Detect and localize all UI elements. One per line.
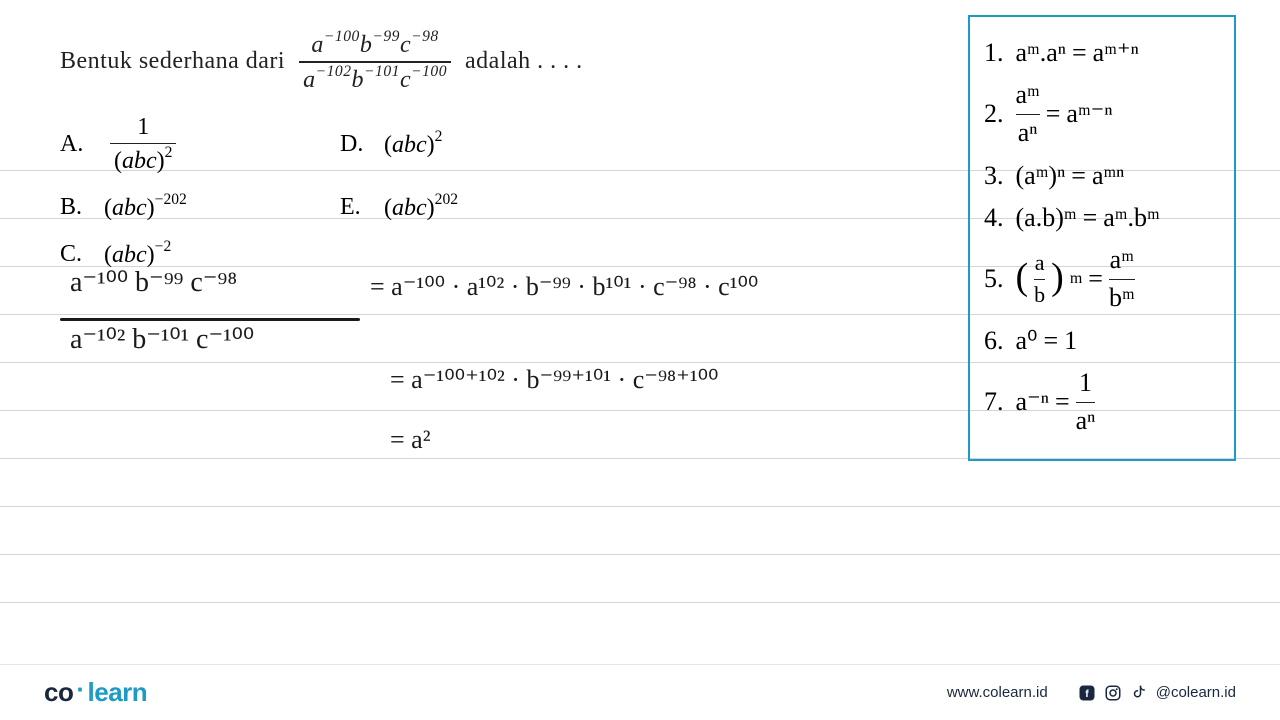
fraction-numerator: a−100b−99c−98 — [307, 30, 442, 59]
rules-box: 1. aᵐ.aⁿ = aᵐ⁺ⁿ 2. aᵐaⁿ = aᵐ⁻ⁿ 3. (aᵐ)ⁿ = … — [968, 15, 1236, 461]
social-handle: @colearn.id — [1156, 684, 1236, 701]
logo: co·learn — [44, 677, 147, 708]
question-fraction: a−100b−99c−98 a−102b−101c−100 — [299, 30, 451, 94]
options-grid: A. 1 (abc)2 D. (abc)2 B. (abc)−202 E. (a… — [60, 114, 960, 270]
option-e: E. (abc)202 — [340, 193, 620, 222]
footer-right: www.colearn.id f @colearn.id — [947, 684, 1236, 702]
handwritten-step-2: = a⁻¹⁰⁰⁺¹⁰² · b⁻⁹⁹⁺¹⁰¹ · c⁻⁹⁸⁺¹⁰⁰ — [390, 365, 718, 395]
rule-item: 5. (ab)m = aᵐbᵐ — [984, 242, 1224, 316]
notebook-line — [0, 506, 1280, 507]
option-d: D. (abc)2 — [340, 130, 620, 159]
option-b-value: (abc)−202 — [104, 193, 187, 222]
option-b: B. (abc)−202 — [60, 193, 340, 222]
rule-item: 1. aᵐ.aⁿ = aᵐ⁺ⁿ — [984, 35, 1224, 71]
instagram-icon — [1104, 684, 1122, 702]
option-a-value: 1 (abc)2 — [110, 114, 176, 176]
handwritten-fraction-den: a⁻¹⁰² b⁻¹⁰¹ c⁻¹⁰⁰ — [70, 322, 254, 356]
main-content: Bentuk sederhana dari a−100b−99c−98 a−10… — [60, 30, 960, 269]
handwritten-fraction-num: a⁻¹⁰⁰ b⁻⁹⁹ c⁻⁹⁸ — [70, 265, 237, 299]
option-a: A. 1 (abc)2 — [60, 114, 340, 176]
handwritten-fraction-bar — [60, 318, 360, 321]
fraction-denominator: a−102b−101c−100 — [299, 65, 451, 94]
social-group: f @colearn.id — [1078, 684, 1236, 702]
handwritten-step-3: = a² — [390, 425, 431, 455]
notebook-line — [0, 602, 1280, 603]
svg-text:f: f — [1085, 687, 1089, 699]
rule-item: 4. (a.b)ᵐ = aᵐ.bᵐ — [984, 200, 1224, 236]
rule-item: 3. (aᵐ)ⁿ = aᵐⁿ — [984, 158, 1224, 194]
footer: co·learn www.colearn.id f @colearn.id — [0, 664, 1280, 720]
handwritten-step-1: = a⁻¹⁰⁰ · a¹⁰² · b⁻⁹⁹ · b¹⁰¹ · c⁻⁹⁸ · c¹… — [370, 272, 758, 302]
rule-item: 7. a⁻ⁿ = 1aⁿ — [984, 365, 1224, 439]
logo-co: co — [44, 677, 73, 707]
question-prefix: Bentuk sederhana dari — [60, 48, 285, 75]
logo-learn: learn — [88, 677, 148, 707]
option-d-label: D. — [340, 131, 368, 158]
option-b-label: B. — [60, 194, 88, 221]
question-suffix: adalah . . . . — [465, 48, 583, 75]
rule-item: 2. aᵐaⁿ = aᵐ⁻ⁿ — [984, 77, 1224, 151]
option-c-label: C. — [60, 241, 88, 268]
footer-url: www.colearn.id — [947, 684, 1048, 701]
tiktok-icon — [1130, 684, 1148, 702]
option-a-label: A. — [60, 131, 88, 158]
notebook-line — [0, 554, 1280, 555]
option-e-label: E. — [340, 194, 368, 221]
logo-dot-icon: · — [76, 674, 84, 704]
rule-item: 6. a⁰ = 1 — [984, 323, 1224, 359]
option-e-value: (abc)202 — [384, 193, 458, 222]
option-d-value: (abc)2 — [384, 130, 442, 159]
question-line: Bentuk sederhana dari a−100b−99c−98 a−10… — [60, 30, 960, 94]
facebook-icon: f — [1078, 684, 1096, 702]
